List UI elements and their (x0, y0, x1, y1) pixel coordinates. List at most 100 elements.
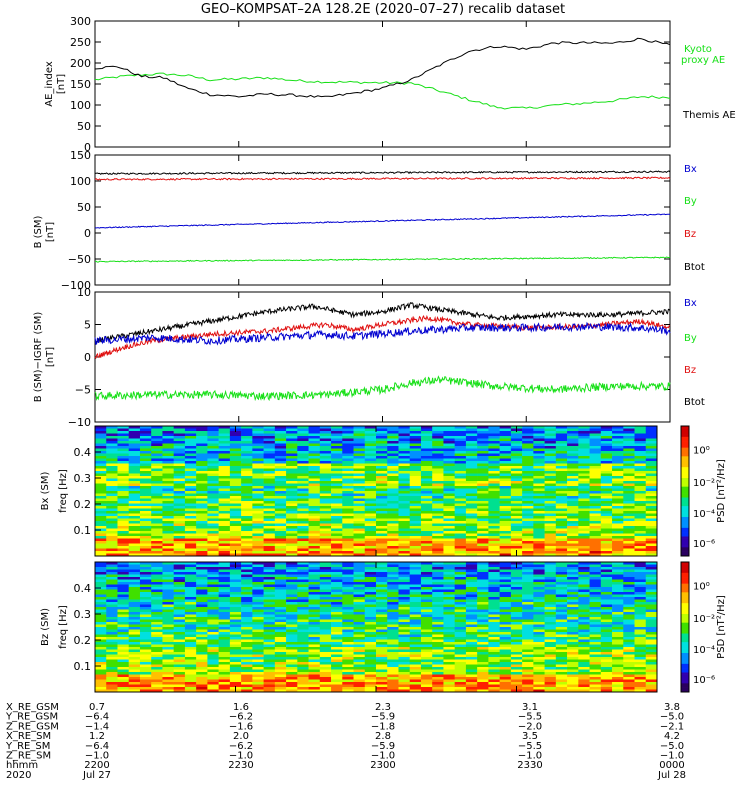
spectrogram-cell (443, 443, 455, 447)
spectrogram-cell (634, 456, 647, 459)
spectrogram-cell (139, 483, 152, 487)
spectrogram-cell (207, 594, 219, 598)
spectrogram-cell (319, 629, 332, 633)
spectrogram-cell (229, 634, 242, 638)
spectrogram-cell (443, 602, 455, 605)
spectrogram-cell (510, 501, 523, 504)
spectrogram-cell (274, 458, 287, 462)
spectrogram-cell (106, 441, 118, 444)
spectrogram-cell (555, 689, 568, 693)
spectrogram-cell (106, 564, 118, 568)
spectrogram-cell (196, 451, 208, 454)
spectrogram-cell (207, 508, 219, 512)
spectrogram-cell (342, 652, 354, 655)
spectrogram-cell (432, 607, 444, 610)
spectrogram-cell (398, 667, 411, 670)
spectrogram-cell (319, 481, 332, 484)
spectrogram-cell (218, 498, 231, 502)
spectrogram-cell (544, 567, 557, 570)
spectrogram-cell (454, 541, 467, 544)
spectrogram-cell (162, 614, 174, 618)
spectrogram-cell (139, 684, 152, 688)
spectrogram-cell (522, 612, 534, 615)
spectrogram-cell (443, 597, 455, 600)
spectrogram-cell (477, 546, 489, 549)
spectrogram-cell (432, 564, 444, 568)
spectrogram-cell (454, 634, 467, 638)
spectrogram-cell (196, 594, 208, 598)
spectrogram-cell (612, 488, 624, 492)
spectrogram-cell (477, 582, 489, 585)
spectrogram-cell (600, 526, 613, 529)
spectrogram-cell (297, 436, 309, 439)
spectrogram-cell (499, 508, 512, 512)
spectrogram-cell (578, 426, 590, 429)
spectrogram-cell (420, 577, 433, 580)
spectrogram-cell (319, 438, 332, 442)
spectrogram-cell (612, 536, 624, 539)
spectrogram-cell (286, 516, 298, 519)
spectrogram-cell (151, 523, 163, 527)
spectrogram-cell (477, 602, 489, 605)
spectrogram-cell (308, 523, 321, 527)
spectrogram-cell (589, 536, 602, 539)
spectrogram-cell (218, 689, 231, 693)
spectrogram-cell (432, 486, 444, 489)
spectrogram-cell (387, 654, 399, 658)
spectrogram-cell (409, 597, 422, 600)
spectrogram-cell (151, 647, 163, 650)
spectrogram-cell (218, 634, 231, 638)
spectrogram-cell (420, 551, 433, 554)
spectrogram-cell (319, 543, 332, 547)
spectrogram-cell (207, 541, 219, 544)
spectrogram-cell (454, 478, 467, 482)
spectrogram-cell (488, 466, 500, 469)
spectrogram-cell (612, 483, 624, 487)
spectrogram-cell (544, 531, 557, 534)
spectrogram-cell (184, 689, 197, 693)
spectrogram-cell (454, 473, 467, 477)
spectrogram-cell (398, 574, 411, 578)
spectrogram-cell (567, 528, 579, 532)
spectrogram-cell (229, 659, 242, 663)
spectrogram-cell (162, 567, 174, 570)
spectrogram-cell (364, 541, 377, 544)
spectrogram-cell (488, 448, 500, 452)
spectrogram-cell (319, 553, 332, 557)
spectrogram-cell (331, 677, 343, 680)
spectrogram-cell (162, 604, 174, 608)
spectrogram-cell (184, 574, 197, 578)
spectrogram-cell (342, 572, 354, 575)
spectrogram-cell (162, 667, 174, 670)
spectrogram-cell (241, 433, 253, 437)
spectrogram-cell (353, 564, 366, 568)
spectrogram-cell (241, 496, 253, 499)
spectrogram-cell (353, 684, 366, 688)
spectrogram-cell (555, 511, 568, 514)
spectrogram-cell (465, 541, 478, 544)
spectrogram-cell (229, 647, 242, 650)
spectrogram-cell (173, 443, 186, 447)
spectrogram-cell (488, 652, 500, 655)
spectrogram-cell (432, 649, 444, 653)
spectrogram-cell (95, 436, 107, 439)
spectrogram-cell (106, 567, 118, 570)
spectrogram-cell (555, 426, 568, 429)
spectrogram-cell (353, 584, 366, 588)
spectrogram-cell (128, 451, 141, 454)
spectrogram-cell (555, 679, 568, 683)
spectrogram-cell (297, 428, 309, 432)
spectrogram-cell (342, 617, 354, 620)
spectrogram-cell (420, 461, 433, 464)
spectrogram-cell (162, 577, 174, 580)
spectrogram-cell (342, 521, 354, 524)
spectrogram-cell (353, 463, 366, 467)
spectrogram-cell (398, 443, 411, 447)
spectrogram-cell (207, 436, 219, 439)
spectrogram-cell (308, 508, 321, 512)
spectrogram-cell (286, 531, 298, 534)
spectrogram-cell (465, 582, 478, 585)
spectrogram-cell (376, 463, 388, 467)
spectrogram-cell (162, 622, 174, 625)
spectrogram-cell (522, 548, 534, 552)
